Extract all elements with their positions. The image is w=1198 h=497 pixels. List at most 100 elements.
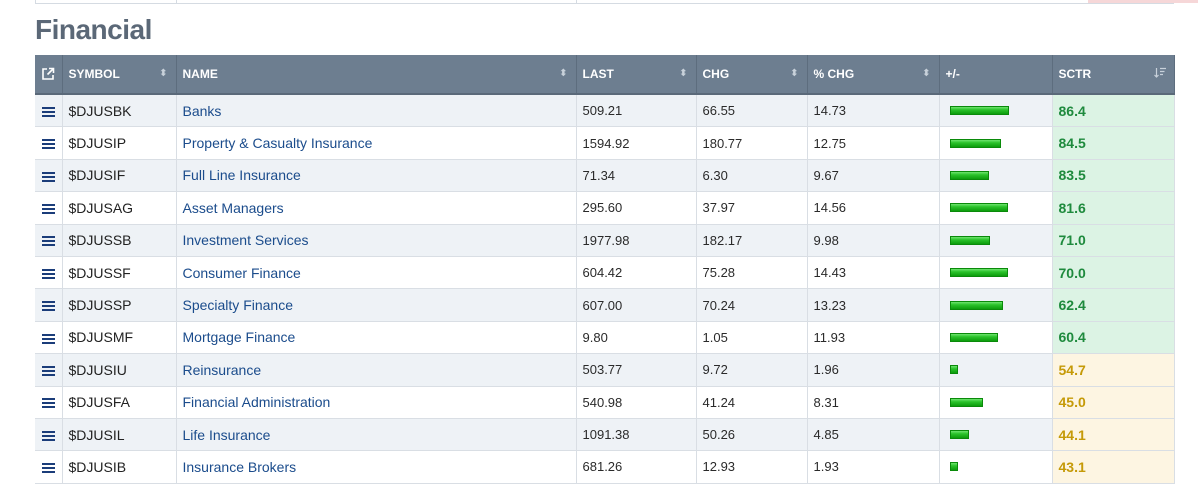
chg-cell: 182.17 <box>696 224 808 257</box>
table-row[interactable]: $DJUSAG Asset Managers 295.60 37.97 14.56 81.… <box>35 191 1175 225</box>
row-menu-cell[interactable] <box>35 191 63 225</box>
plusminus-cell <box>939 159 1053 193</box>
row-menu-cell[interactable] <box>35 256 63 290</box>
sort-arrows-icon[interactable]: ⬍ <box>679 68 688 79</box>
chg-cell: 9.72 <box>696 353 808 387</box>
hamburger-menu-icon[interactable] <box>41 429 55 443</box>
sort-arrows-icon[interactable]: ⬍ <box>922 68 931 79</box>
name-link[interactable]: Asset Managers <box>176 191 577 225</box>
column-header-pct-chg[interactable]: % CHG ⬍ <box>807 55 940 95</box>
row-menu-cell[interactable] <box>35 418 63 452</box>
symbol-cell: $DJUSBK <box>62 94 177 128</box>
change-bar <box>949 332 998 342</box>
name-link[interactable]: Financial Administration <box>176 386 577 419</box>
hamburger-menu-icon[interactable] <box>41 234 55 248</box>
last-cell: 509.21 <box>576 94 697 128</box>
hamburger-menu-icon[interactable] <box>41 105 55 119</box>
change-bar <box>949 106 1009 116</box>
name-link[interactable]: Specialty Finance <box>176 288 577 322</box>
hamburger-menu-icon[interactable] <box>41 364 55 378</box>
name-link[interactable]: Banks <box>176 94 577 128</box>
hamburger-menu-icon[interactable] <box>41 396 55 410</box>
column-header-last[interactable]: LAST ⬍ <box>576 55 697 95</box>
name-link[interactable]: Life Insurance <box>176 418 577 452</box>
table-row[interactable]: $DJUSSP Specialty Finance 607.00 70.24 13.23… <box>35 288 1175 322</box>
open-chart-header[interactable] <box>35 55 63 95</box>
pct-chg-cell: 14.56 <box>807 191 940 225</box>
name-link[interactable]: Insurance Brokers <box>176 450 577 484</box>
column-header-plusminus[interactable]: +/- <box>939 55 1053 95</box>
last-cell: 71.34 <box>576 159 697 193</box>
column-header-symbol[interactable]: SYMBOL ⬍ <box>62 55 177 95</box>
hamburger-menu-icon[interactable] <box>41 170 55 184</box>
hamburger-menu-icon[interactable] <box>41 267 55 281</box>
plusminus-cell <box>939 224 1053 257</box>
row-menu-cell[interactable] <box>35 321 63 355</box>
row-menu-cell[interactable] <box>35 224 63 257</box>
last-cell: 503.77 <box>576 353 697 387</box>
last-cell: 681.26 <box>576 450 697 484</box>
name-link[interactable]: Investment Services <box>176 224 577 257</box>
name-link[interactable]: Reinsurance <box>176 353 577 387</box>
pct-chg-cell: 8.31 <box>807 386 940 419</box>
name-link[interactable]: Mortgage Finance <box>176 321 577 355</box>
sort-arrows-icon[interactable]: ⬍ <box>159 68 168 79</box>
change-bar <box>949 170 989 180</box>
sort-descending-icon[interactable] <box>1153 67 1166 81</box>
change-bar <box>949 462 958 472</box>
hamburger-menu-icon[interactable] <box>41 461 55 475</box>
sctr-cell: 54.7 <box>1052 353 1175 387</box>
hamburger-menu-icon[interactable] <box>41 299 55 313</box>
change-bar <box>949 138 1001 148</box>
hamburger-menu-icon[interactable] <box>41 202 55 216</box>
chg-cell: 50.26 <box>696 418 808 452</box>
row-menu-cell[interactable] <box>35 94 63 128</box>
last-cell: 540.98 <box>576 386 697 419</box>
symbol-cell: $DJUSFA <box>62 386 177 419</box>
pct-chg-cell: 11.93 <box>807 321 940 355</box>
last-cell: 1091.38 <box>576 418 697 452</box>
column-label: SCTR <box>1058 67 1092 81</box>
row-menu-cell[interactable] <box>35 353 63 387</box>
sort-arrows-icon[interactable]: ⬍ <box>790 68 799 79</box>
header-row: SYMBOL ⬍ NAME ⬍ LAST ⬍ CHG ⬍ % CHG ⬍ +/- SCTR <box>35 55 1175 95</box>
table-row[interactable]: $DJUSIF Full Line Insurance 71.34 6.30 9.67 8… <box>35 159 1175 193</box>
name-link[interactable]: Property & Casualty Insurance <box>176 126 577 160</box>
column-header-name[interactable]: NAME ⬍ <box>176 55 577 95</box>
column-label: CHG <box>702 67 730 81</box>
table-row[interactable]: $DJUSIU Reinsurance 503.77 9.72 1.96 54.7 <box>35 353 1175 387</box>
external-link-icon[interactable] <box>41 67 55 81</box>
table-row[interactable]: $DJUSSF Consumer Finance 604.42 75.28 14.43 7… <box>35 256 1175 290</box>
sctr-cell: 43.1 <box>1052 450 1175 484</box>
row-menu-cell[interactable] <box>35 386 63 419</box>
table-row[interactable]: $DJUSFA Financial Administration 540.98 41.… <box>35 386 1175 419</box>
plusminus-cell <box>939 94 1053 128</box>
hamburger-menu-icon[interactable] <box>41 332 55 346</box>
chg-cell: 66.55 <box>696 94 808 128</box>
row-menu-cell[interactable] <box>35 159 63 193</box>
hamburger-menu-icon[interactable] <box>41 137 55 151</box>
sort-arrows-icon[interactable]: ⬍ <box>559 68 568 79</box>
row-menu-cell[interactable] <box>35 288 63 322</box>
table-row[interactable]: $DJUSSB Investment Services 1977.98 182.17 9… <box>35 224 1175 257</box>
row-menu-cell[interactable] <box>35 450 63 484</box>
symbol-cell: $DJUSIF <box>62 159 177 193</box>
table-row[interactable]: $DJUSIB Insurance Brokers 681.26 12.93 1.93 4… <box>35 450 1175 484</box>
column-header-chg[interactable]: CHG ⬍ <box>696 55 808 95</box>
name-link[interactable]: Consumer Finance <box>176 256 577 290</box>
last-cell: 295.60 <box>576 191 697 225</box>
sctr-cell: 44.1 <box>1052 418 1175 452</box>
column-header-sctr[interactable]: SCTR <box>1052 55 1175 95</box>
plusminus-cell <box>939 353 1053 387</box>
table-row[interactable]: $DJUSIP Property & Casualty Insurance 1594… <box>35 126 1175 160</box>
table-row[interactable]: $DJUSIL Life Insurance 1091.38 50.26 4.85 44.… <box>35 418 1175 452</box>
name-link[interactable]: Full Line Insurance <box>176 159 577 193</box>
row-menu-cell[interactable] <box>35 126 63 160</box>
sctr-cell: 45.0 <box>1052 386 1175 419</box>
pct-chg-cell: 9.98 <box>807 224 940 257</box>
table-row[interactable]: $DJUSMF Mortgage Finance 9.80 1.05 11.93 60.4 <box>35 321 1175 355</box>
column-divider <box>176 0 177 3</box>
change-bar <box>949 300 1003 310</box>
table-row[interactable]: $DJUSBK Banks 509.21 66.55 14.73 86.4 <box>35 94 1175 128</box>
column-label: % CHG <box>813 67 855 81</box>
